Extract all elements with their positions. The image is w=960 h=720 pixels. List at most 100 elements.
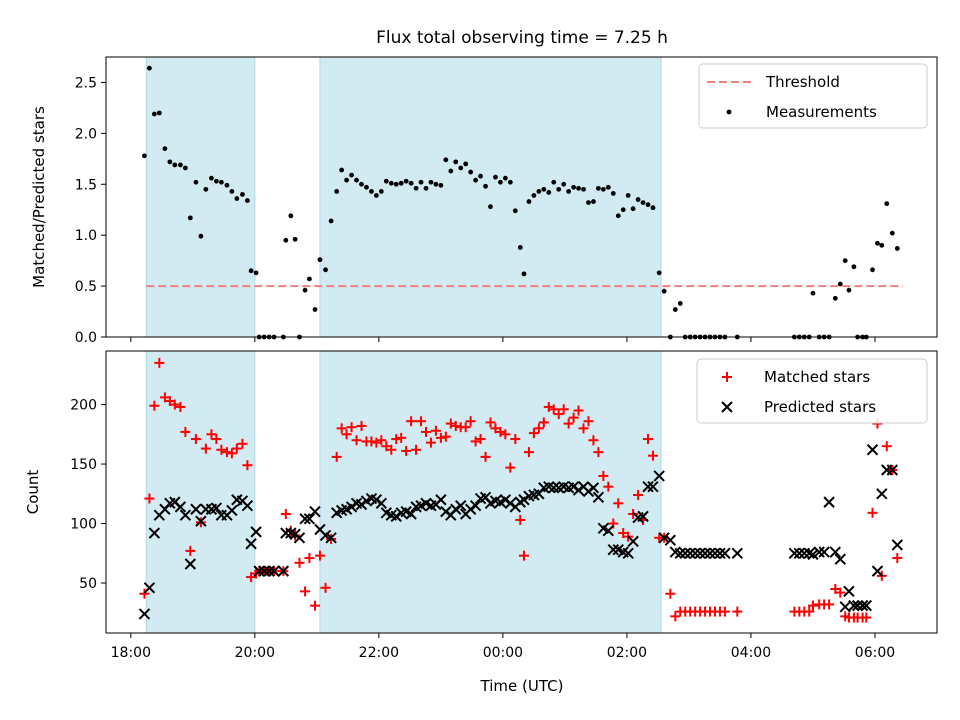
predicted-star-point — [637, 510, 649, 523]
x-mark-b — [385, 509, 397, 521]
predicted-star-point — [607, 544, 619, 556]
matched-star-point — [647, 450, 658, 461]
matched-star-point — [804, 606, 815, 617]
predicted-star-point — [866, 444, 879, 456]
x-mark-b — [400, 505, 412, 518]
predicted-star-point — [148, 527, 161, 539]
predicted-star-point — [823, 496, 835, 508]
measurement-point — [541, 186, 547, 192]
x-mark-b — [721, 401, 733, 413]
x-mark-b — [277, 565, 290, 577]
predicted-star-point — [843, 585, 855, 598]
measurements-series — [142, 65, 900, 340]
measurement-point — [656, 270, 662, 276]
predicted-star-point — [253, 565, 265, 577]
x-mark-b — [848, 599, 860, 612]
predicted-star-point — [245, 538, 257, 550]
legend-predicted-swatch — [721, 401, 733, 413]
matched-star-point — [450, 420, 461, 431]
y-tick-label: 1.5 — [75, 177, 97, 193]
x-mark-b — [669, 546, 682, 558]
matched-star-point — [144, 493, 155, 504]
measurement-point — [292, 236, 298, 242]
measurement-point — [625, 193, 631, 198]
measurement-point — [218, 179, 224, 185]
measurement-point — [312, 307, 318, 312]
measurement-point — [234, 196, 240, 201]
measurement-point — [468, 169, 474, 175]
predicted-star-point — [891, 539, 904, 551]
predicted-star-point — [803, 547, 815, 559]
matched-star-point — [386, 444, 397, 455]
measurement-point — [605, 184, 611, 190]
matched-star-point — [643, 434, 654, 445]
count-plot-frame — [105, 350, 938, 634]
predicted-star-point — [647, 480, 659, 493]
x-mark-b — [190, 503, 202, 515]
predicted-star-point — [174, 501, 187, 513]
matched-star-point — [824, 599, 835, 610]
x-mark-b — [455, 499, 467, 512]
measurement-point — [483, 183, 488, 189]
x-mark-b — [138, 608, 151, 620]
matched-star-point — [568, 412, 579, 423]
x-mark-b — [250, 526, 262, 538]
matched-star-point — [558, 404, 569, 415]
predicted-star-point — [684, 547, 696, 559]
predicted-star-point — [851, 599, 864, 612]
matched-star-point — [892, 553, 903, 564]
count-x-ticks: 18:00 20:00 22:00 00:00 02:00 04:00 06:00 — [111, 633, 895, 661]
measurement-point — [156, 110, 162, 116]
predicted-star-point — [689, 547, 701, 559]
x-mark-b — [856, 599, 869, 612]
matched-star-point — [366, 436, 377, 447]
measurement-point — [162, 146, 168, 152]
matched-star-point — [185, 545, 196, 556]
x-mark-b — [380, 507, 393, 519]
measurement-point — [586, 200, 591, 206]
measurement-point — [240, 192, 245, 197]
legend-box — [696, 358, 928, 424]
x-mark-b — [699, 547, 711, 559]
legend-measurement-swatch — [726, 109, 732, 115]
predicted-star-point — [871, 565, 884, 577]
matched-star-point — [460, 422, 471, 433]
x-mark-b — [627, 535, 639, 548]
matched-star-point — [351, 435, 362, 446]
measurement-point — [193, 179, 199, 185]
x-mark-b — [258, 565, 270, 577]
matched-star-point — [396, 432, 407, 443]
observing-windows-bottom — [145, 350, 662, 634]
predicted-star-point — [250, 526, 262, 538]
measurement-point — [610, 191, 616, 196]
measurement-point — [344, 177, 350, 183]
predicted-star-point — [704, 547, 716, 559]
measurement-point — [167, 159, 173, 165]
matched-star-point — [411, 444, 422, 455]
matched-star-point — [216, 444, 227, 455]
measurement-point — [178, 162, 183, 168]
matched-star-point — [719, 606, 730, 617]
matched-star-point — [633, 489, 644, 500]
legend-label: Measurements — [766, 103, 877, 121]
matched-star-point — [881, 441, 892, 452]
x-mark-b — [226, 504, 238, 517]
x-mark-b — [245, 538, 257, 550]
measurement-point — [198, 233, 204, 239]
matched-star-point — [139, 588, 150, 599]
measurement-point — [418, 179, 424, 185]
ratio-panel: 0.0 0.5 1.0 1.5 2.0 2.5 Matched/Predicted sta… — [30, 56, 938, 346]
matched-star-point — [169, 399, 180, 410]
matched-star-point — [180, 426, 191, 437]
measurement-point — [248, 268, 254, 274]
legend-label: Predicted stars — [764, 398, 876, 416]
matched-star-point — [425, 437, 436, 448]
y-tick-label: 2.5 — [75, 75, 97, 91]
measurement-point — [677, 301, 683, 306]
predicted-star-point — [834, 553, 846, 565]
matched-star-point — [465, 416, 476, 427]
x-mark-b — [280, 527, 292, 539]
x-mark-b — [309, 505, 321, 518]
measurement-point — [488, 204, 493, 210]
predicted-star-point — [714, 547, 726, 559]
